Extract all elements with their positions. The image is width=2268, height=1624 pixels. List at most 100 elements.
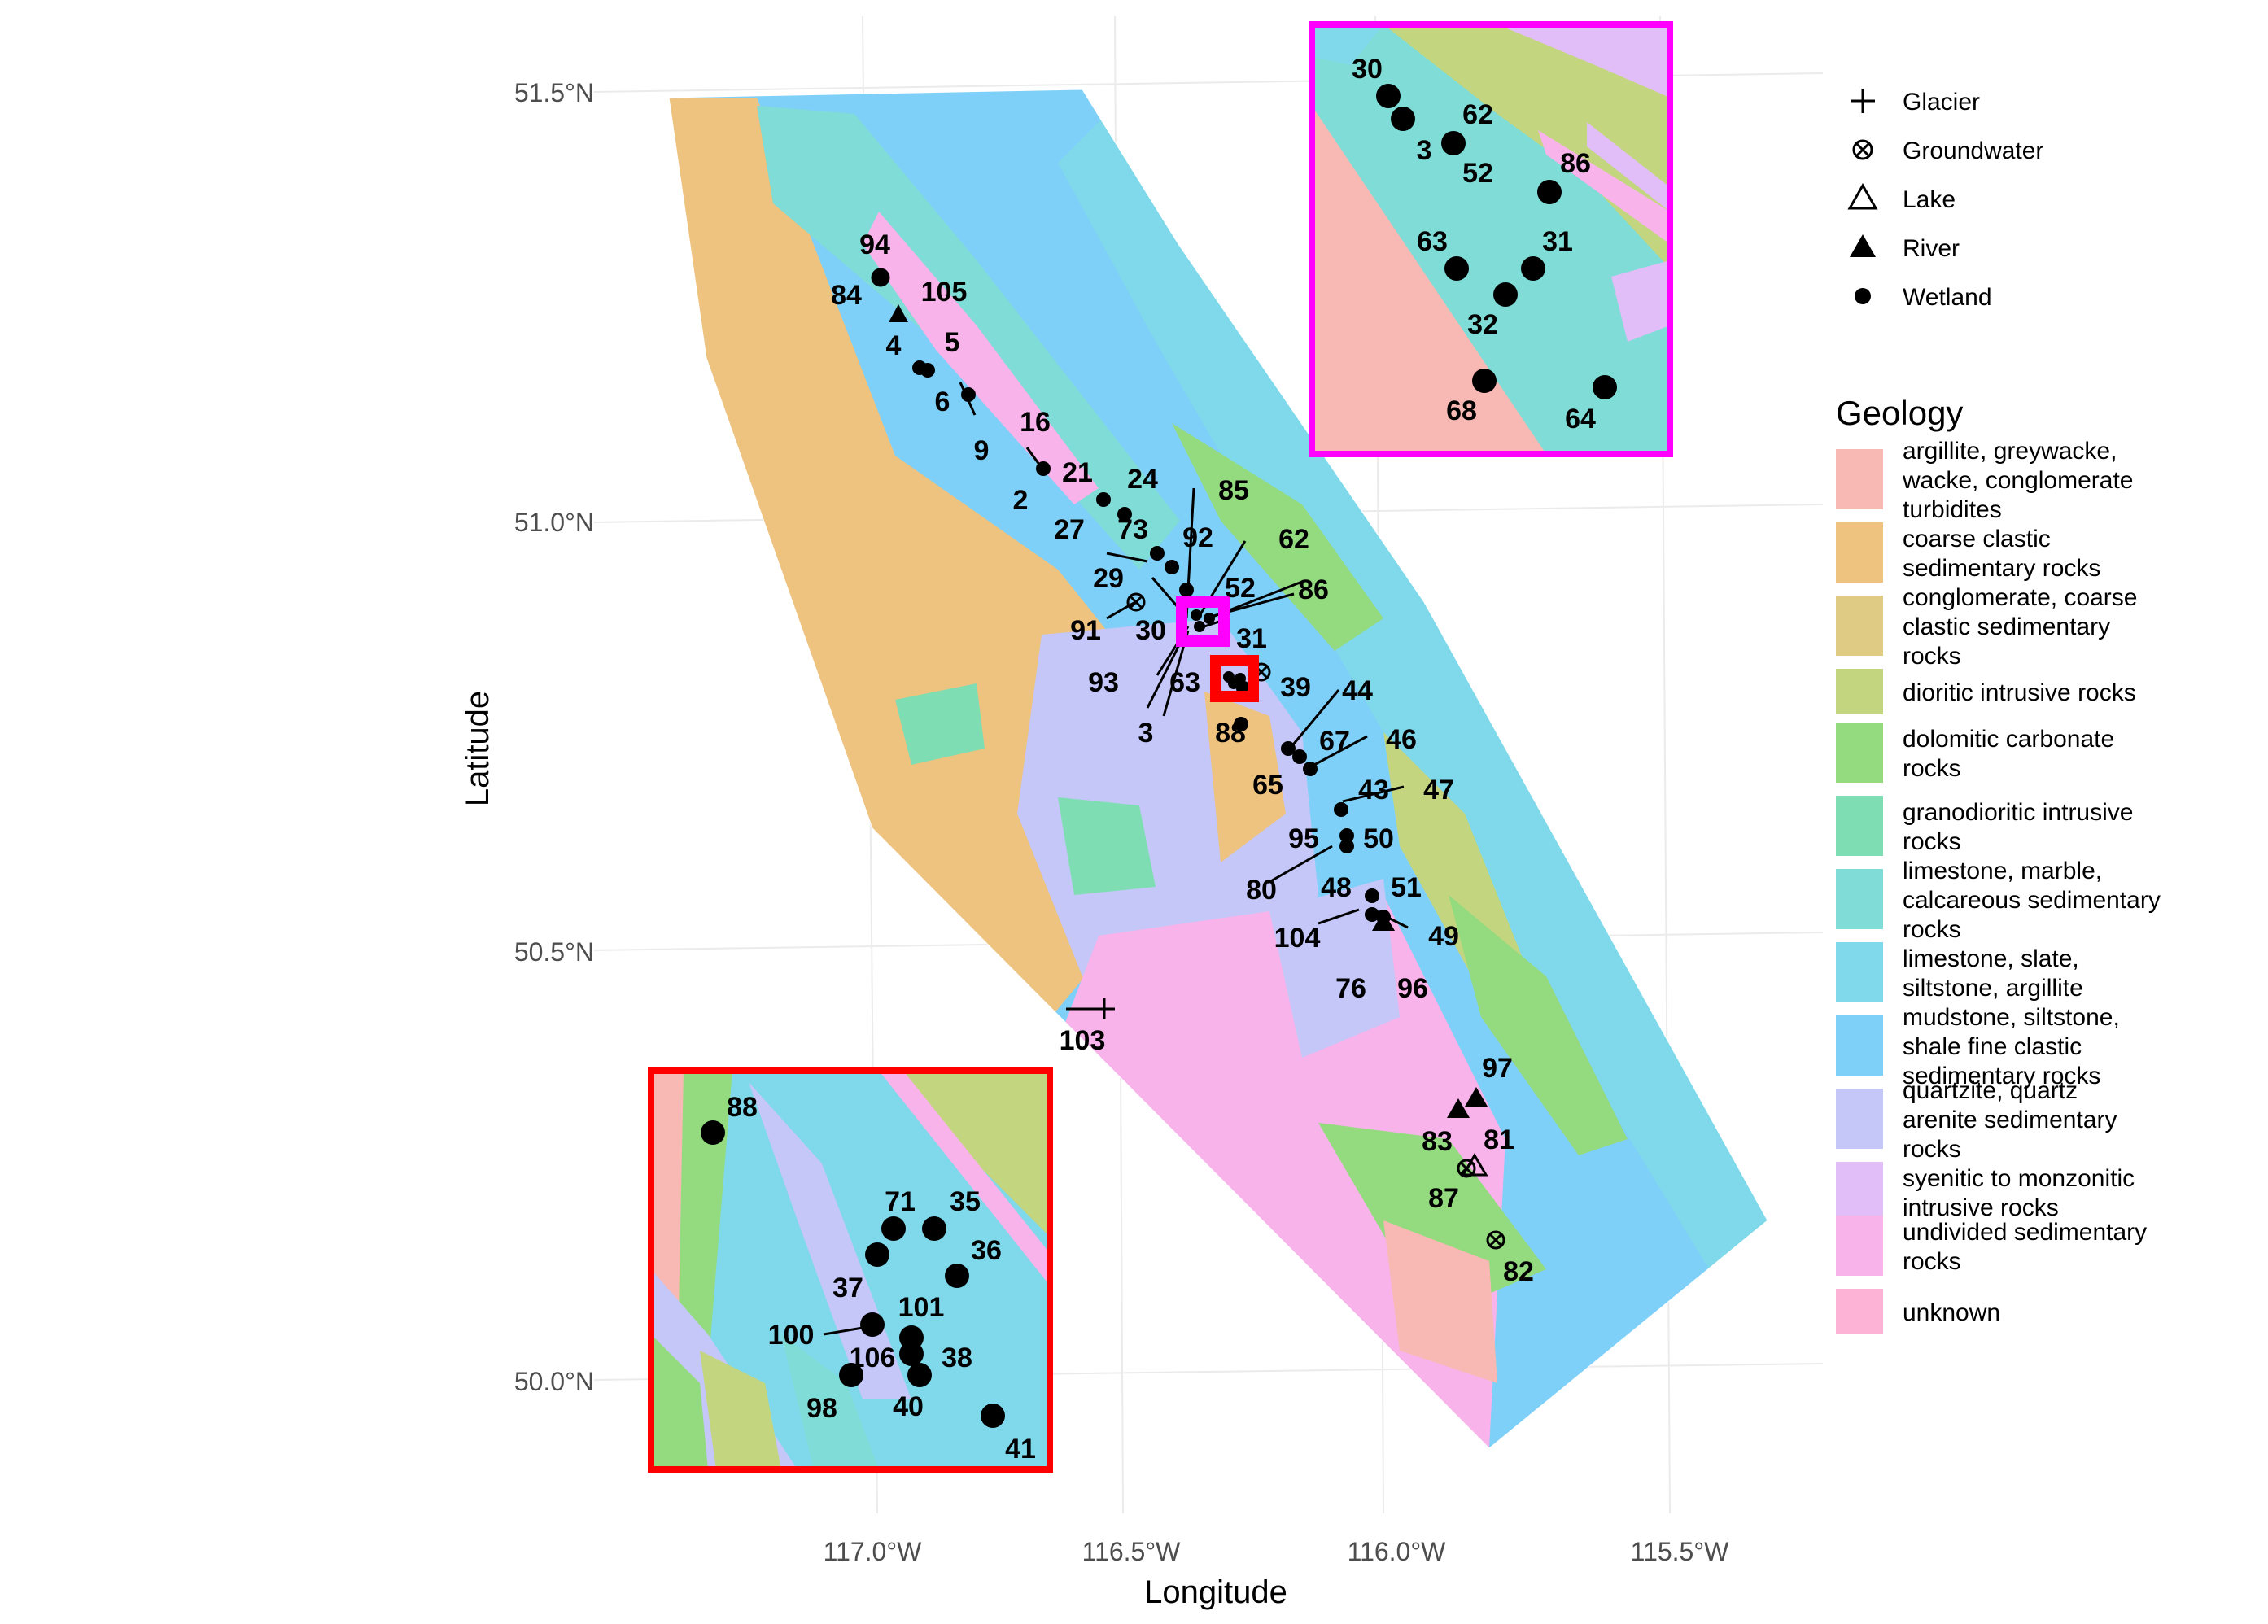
geology-legend-label: syenitic to monzonitic	[1903, 1165, 2135, 1192]
wetland-site-marker	[1117, 507, 1132, 522]
site-label: 46	[1386, 724, 1417, 755]
geology-legend-label: intrusive rocks	[1903, 1194, 2059, 1221]
inset-top-locator[interactable]	[1176, 596, 1230, 647]
inset-top-markers	[1376, 84, 1617, 399]
wetland-site-marker	[1234, 717, 1248, 731]
geology-legend-label: turbidites	[1903, 496, 2002, 523]
inset-bottom-labels: 88 71 35 36 37 101 100 106 38 98 40 41	[727, 1092, 1036, 1465]
inset-leader-line	[823, 1326, 863, 1336]
site-label: 87	[1428, 1183, 1459, 1214]
wetland-site-marker	[1339, 828, 1354, 843]
geology-legend-label: limestone, slate,	[1903, 945, 2079, 972]
site-label: 39	[1280, 672, 1311, 703]
x-axis-ticks: 117.0°W 116.5°W 116.0°W 115.5°W	[824, 1537, 1730, 1566]
groundwater-site-marker	[871, 268, 890, 287]
site-label: 52	[1462, 158, 1493, 189]
site-label: 88	[1215, 718, 1246, 749]
geology-legend-label: rocks	[1903, 1248, 1961, 1275]
site-label: 98	[806, 1393, 837, 1424]
wetland-site-marker	[1339, 839, 1354, 853]
site-label: 29	[1093, 563, 1124, 594]
site-label: 2	[1013, 485, 1029, 516]
site-label: 64	[1565, 404, 1596, 434]
inset-bottom[interactable]: 88 71 35 36 37 101 100 106 38 98 40 41	[648, 1067, 1053, 1473]
locator-cluster-markers	[1191, 609, 1246, 689]
site-label: 67	[1319, 726, 1350, 757]
legend-label: River	[1903, 235, 1960, 262]
site-label: 65	[1252, 770, 1283, 801]
site-label: 92	[1182, 522, 1213, 553]
open-triangle-icon	[1847, 182, 1878, 210]
site-label: 48	[1321, 872, 1352, 903]
map-boundary	[668, 89, 1768, 1449]
site-label: 35	[950, 1186, 981, 1217]
wetland-site-marker	[1365, 907, 1379, 922]
site-label: 9	[974, 435, 990, 466]
geology-legend-label: coarse clastic	[1903, 526, 2051, 552]
geology-legend-label: mudstone, siltstone,	[1903, 1004, 2120, 1031]
geology-legend-label: undivided sedimentary	[1903, 1219, 2147, 1246]
wetland-site-marker	[1292, 749, 1307, 764]
site-label: 104	[1274, 923, 1321, 954]
site-label: 4	[886, 330, 902, 361]
inset-top-labels: 30 3 62 52 86 63 31 32 68 64	[1352, 54, 1596, 434]
x-tick-label: 117.0°W	[824, 1537, 923, 1566]
inset-bottom-locator[interactable]	[1210, 655, 1259, 702]
site-markers	[871, 268, 1505, 1250]
inset-top[interactable]: 30 3 62 52 86 63 31 32 68 64	[1309, 21, 1673, 457]
y-axis-title: Latitude	[460, 691, 496, 806]
site-label: 62	[1462, 99, 1493, 130]
site-label: 36	[971, 1235, 1002, 1266]
geology-legend-items: argillite, greywacke,wacke, conglomerate…	[1836, 438, 2161, 1334]
site-label: 27	[1054, 514, 1085, 545]
geology-legend-label: wacke, conglomerate	[1902, 467, 2133, 494]
filled-triangle-icon	[1850, 234, 1876, 257]
geology-legend-label: rocks	[1903, 643, 1961, 670]
geology-swatch	[1836, 596, 1883, 656]
geology-legend-label: sedimentary rocks	[1903, 555, 2100, 582]
river-site-marker	[1447, 1098, 1470, 1118]
geology-legend-label: siltstone, argillite	[1903, 975, 2083, 1002]
geology-legend-label: calcareous sedimentary	[1903, 887, 2161, 914]
geology-legend-label: rocks	[1903, 828, 1961, 855]
geology-legend-label: arenite sedimentary	[1903, 1107, 2117, 1133]
geology-swatch	[1836, 1289, 1883, 1334]
geology-legend-label: quartzite, quartz	[1903, 1077, 2078, 1104]
site-label: 6	[935, 386, 950, 417]
site-label: 31	[1236, 623, 1267, 654]
geology-swatch	[1836, 796, 1883, 856]
site-label: 44	[1342, 675, 1373, 706]
inset-bottom-markers	[701, 1120, 1005, 1428]
geology-legend-label: shale fine clastic	[1903, 1033, 2082, 1060]
geology-swatch	[1836, 669, 1883, 714]
geology-legend-label: rocks	[1903, 916, 1961, 943]
site-label: 49	[1428, 921, 1459, 952]
geology-legend-label: limestone, marble,	[1903, 858, 2102, 884]
site-label: 3	[1138, 718, 1154, 749]
site-label: 31	[1542, 226, 1573, 257]
site-labels: 94 84 105 4 5 6 9 16 21 2 24 27 73 85 92…	[831, 229, 1534, 1287]
site-label: 40	[893, 1391, 924, 1422]
legend-label: Groundwater	[1903, 138, 2043, 164]
wetland-site-marker	[961, 387, 976, 402]
site-label: 95	[1288, 823, 1319, 854]
wetland-site-marker	[1165, 560, 1179, 574]
geology-swatch	[1836, 1089, 1883, 1149]
y-tick-label: 51.5°N	[514, 78, 594, 107]
site-label: 86	[1298, 574, 1329, 605]
geology-swatch	[1836, 869, 1883, 929]
site-label: 50	[1363, 823, 1394, 854]
site-label: 106	[850, 1342, 896, 1373]
wetland-site-marker	[1096, 492, 1111, 507]
legend-label: Wetland	[1903, 284, 1992, 311]
geology-legend-label: granodioritic intrusive	[1903, 799, 2133, 826]
wetland-site-marker	[1281, 741, 1296, 756]
site-label: 32	[1467, 309, 1498, 340]
x-axis-title: Longitude	[1144, 1574, 1287, 1610]
inset-top-frame	[1309, 21, 1673, 457]
site-label: 5	[945, 327, 960, 358]
site-label: 88	[727, 1092, 758, 1123]
site-label: 105	[921, 277, 968, 308]
site-label: 85	[1218, 475, 1249, 506]
